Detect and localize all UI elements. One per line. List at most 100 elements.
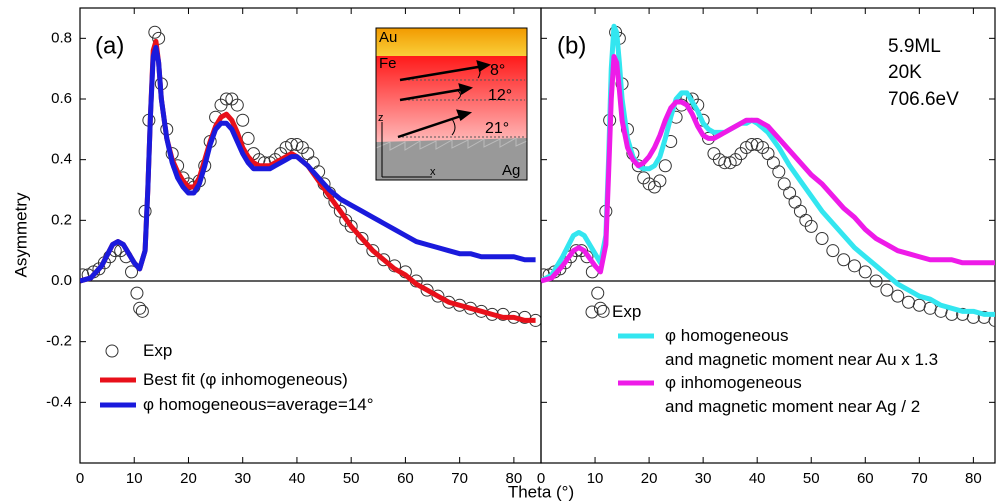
x-tick-label: 50 [803,470,820,487]
data-point [653,174,667,188]
plot-area [80,25,541,327]
legend-label: φ homogeneous and magnetic moment near A… [665,326,939,369]
x-tick-label: 30 [695,470,712,487]
data-point [988,313,995,327]
data-point [593,301,607,315]
data-point [230,98,244,112]
data-point [596,304,610,318]
data-point [241,131,255,145]
data-point [815,232,829,246]
data-point [344,219,358,233]
data-point [219,92,233,106]
legend-marker [585,305,599,319]
data-point [826,244,840,258]
au-layer [376,28,527,56]
data-point [858,265,872,279]
y-tick-label: -0.4 [46,393,72,410]
data-point [793,204,807,218]
data-point [891,289,905,303]
angle-arc [451,118,456,136]
x-tick-label: 40 [289,470,306,487]
data-point [837,253,851,267]
annotation: 706.6eV [888,89,959,110]
y-tick-label: 0.6 [51,90,72,107]
data-point [658,159,672,173]
y-tick-label: 0.8 [51,29,72,46]
data-point [135,304,149,318]
x-tick-label: 70 [911,470,928,487]
y-axis-title: Asymmetry [11,192,30,278]
data-point [355,232,369,246]
x-tick-label: 80 [965,470,982,487]
data-line [541,54,995,284]
x-tick-label: 10 [587,470,604,487]
data-point [788,195,802,209]
inset-frame [375,27,528,181]
moment-arrows [397,60,492,139]
x-tick-label: 30 [234,470,251,487]
x-tick-label: 0 [76,470,84,487]
x-tick-label: 10 [126,470,143,487]
panel-label: (b) [557,32,586,59]
legend-label: φ inhomogeneous and magnetic moment near… [665,373,921,416]
angle-arc [457,90,461,100]
layer-label: Ag [502,162,520,179]
data-point [766,156,780,170]
data-point [880,283,894,297]
legend-label: Best fit (φ inhomogeneous) [143,370,348,389]
ag-layer [376,138,527,180]
data-point [869,274,883,288]
legend-marker [105,344,119,358]
y-tick-label: 0.2 [51,211,72,228]
x-tick-label: 60 [397,470,414,487]
data-point [777,177,791,191]
y-tick-label: 0.0 [51,272,72,289]
annotation: 5.9ML [888,36,941,57]
x-tick-label: 80 [506,470,523,487]
x-tick-label: 40 [749,470,766,487]
axis-letter: x [430,166,436,178]
layer-label: Fe [379,55,397,72]
angle-arc [477,66,481,79]
axis-letter: z [378,112,384,124]
x-tick-label: 20 [641,470,658,487]
angle-label: 8° [490,62,505,79]
panel-label: (a) [95,32,124,59]
data-point [783,186,797,200]
data-point [420,283,434,297]
x-tick-label: 50 [343,470,360,487]
x-axis-title: Theta (°) [508,482,574,501]
data-point [133,301,147,315]
x-tick-label: 0 [537,470,545,487]
data-point [366,244,380,258]
legend-label: Exp [143,341,173,360]
data-point [591,286,605,300]
data-point [377,253,391,267]
layer-label: Au [379,29,397,46]
data-point [804,219,818,233]
data-point [431,289,445,303]
data-point [902,295,916,309]
legend-label: φ homogeneous=average=14° [143,395,374,414]
x-tick-label: 60 [857,470,874,487]
data-point [236,113,250,127]
angle-label: 21° [485,120,509,137]
data-point [125,265,139,279]
plot-frame [540,7,996,464]
data-point [912,298,926,312]
y-tick-label: -0.2 [46,333,72,350]
angle-label: 12° [488,87,512,104]
data-point [772,165,786,179]
plot-area [541,23,995,327]
data-point [631,159,645,173]
y-tick-label: 0.4 [51,151,72,168]
data-point [130,286,144,300]
annotation: 20K [888,62,922,83]
data-point [847,259,861,273]
x-tick-label: 70 [451,470,468,487]
data-line [80,44,536,284]
legend-label: Exp [612,302,642,321]
inset-schematic: Au Fe Ag 8° 12° 21° z x [375,27,528,181]
